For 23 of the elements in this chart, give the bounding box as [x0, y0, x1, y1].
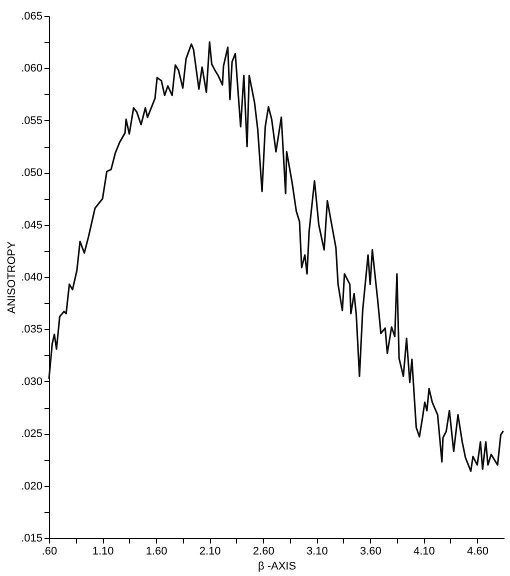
- x-tick-label: 2.10: [199, 546, 221, 558]
- y-tick-label: .060: [21, 62, 42, 75]
- x-tick-label: 4.60: [467, 546, 488, 558]
- x-tick-label: 1.10: [92, 546, 114, 558]
- x-tick-label: .60: [42, 546, 58, 558]
- y-tick-label: .055: [21, 114, 42, 127]
- x-tick-label: 3.60: [360, 546, 382, 558]
- x-tick-label: 3.10: [306, 546, 328, 558]
- y-tick-label: .050: [21, 167, 42, 180]
- x-tick-label: 4.10: [413, 546, 435, 558]
- y-tick-label: .035: [21, 324, 42, 336]
- x-tick-label: 2.60: [252, 546, 274, 558]
- y-tick-label: .065: [21, 10, 42, 22]
- y-axis-title: ANISOTROPY: [6, 240, 18, 314]
- y-tick-label: .045: [21, 219, 42, 232]
- x-tick-label: 1.60: [146, 546, 168, 558]
- line-series: [48, 41, 504, 472]
- y-tick-label: .040: [21, 272, 42, 284]
- y-tick-label: .025: [21, 428, 42, 440]
- y-tick-label: .020: [21, 480, 42, 492]
- x-axis-title: β -AXIS: [258, 560, 296, 572]
- y-tick-label: .015: [21, 532, 42, 544]
- y-tick-label: .030: [21, 376, 42, 388]
